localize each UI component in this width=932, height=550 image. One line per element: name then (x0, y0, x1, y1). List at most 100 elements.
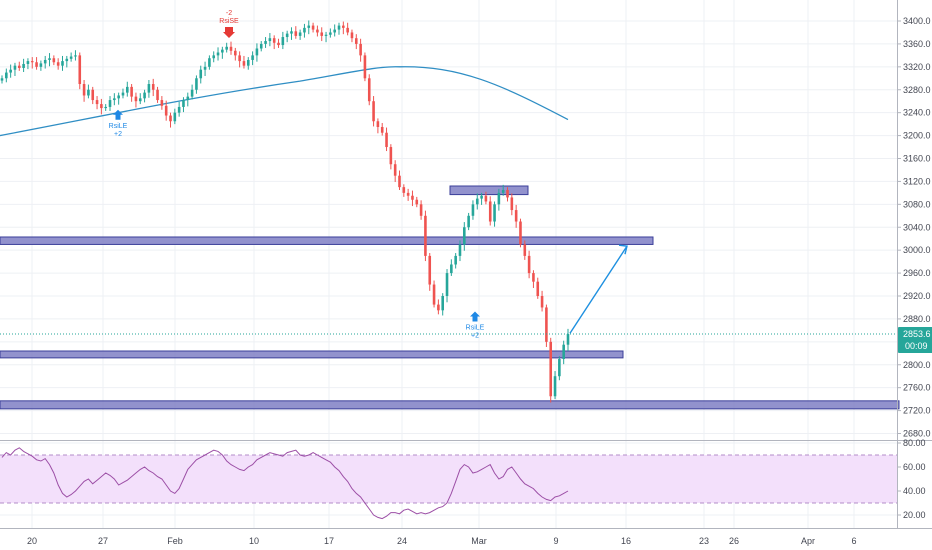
candle (566, 328, 570, 351)
candle-body (480, 195, 483, 199)
candle (117, 92, 120, 105)
price-tick-label: 2880.0 (903, 314, 931, 324)
price-axis[interactable]: 3400.0 3360.0 3320.0 3280.0 3240.0 3200.0 3160… (897, 16, 931, 439)
candle (514, 204, 518, 228)
candle (138, 93, 142, 105)
time-tick-label: Apr (801, 536, 815, 546)
candle-body (195, 78, 198, 90)
candle (229, 41, 233, 55)
candle-body (372, 101, 375, 122)
candle (121, 88, 125, 99)
price-zone[interactable] (0, 400, 900, 410)
candle-body (30, 61, 34, 63)
candle (350, 29, 354, 43)
candle (380, 122, 384, 136)
candle-body (540, 296, 544, 308)
candle-body (536, 281, 540, 296)
candle (441, 293, 444, 316)
candle-body (147, 84, 151, 93)
long-signal-marker: RsiLE+2 (109, 109, 128, 138)
candle (527, 250, 531, 279)
candle-body (437, 304, 440, 311)
candle-body (354, 38, 358, 44)
candle-body (428, 255, 432, 285)
candle-body (320, 32, 324, 36)
candle (208, 55, 211, 70)
candle-body (549, 341, 553, 397)
candle-body (458, 244, 462, 256)
candle-body (316, 29, 319, 33)
candle-body (242, 61, 246, 66)
candle-body (234, 50, 237, 56)
candle (545, 304, 548, 347)
candle (177, 101, 181, 117)
candle-body (562, 344, 565, 360)
candle (506, 187, 509, 202)
candle-body (419, 204, 423, 216)
candle-body (43, 59, 47, 64)
candle-body (65, 58, 69, 62)
candle-body (69, 56, 73, 59)
candle (39, 60, 43, 71)
candle (411, 190, 414, 207)
candle (160, 96, 164, 110)
candle (501, 184, 505, 196)
rsi-axis[interactable]: 80.00 60.00 40.00 20.00 (897, 438, 926, 520)
candle (238, 51, 241, 68)
candle (415, 196, 419, 208)
candle-body (160, 100, 164, 106)
candle-body (5, 72, 8, 79)
price-zone[interactable] (0, 350, 624, 359)
candle-body (130, 86, 133, 97)
candle (445, 269, 449, 303)
candle-body (445, 273, 449, 296)
candle (199, 65, 203, 84)
candle-body (298, 32, 302, 36)
candle (354, 34, 358, 50)
support-resistance-zones[interactable] (0, 185, 900, 410)
candle (329, 28, 332, 38)
candle-body (337, 25, 341, 30)
time-tick-label: 10 (249, 536, 259, 546)
candle-body (251, 55, 254, 60)
candle (35, 57, 38, 70)
price-zone[interactable] (0, 236, 654, 245)
signal-label: RsiLE (109, 123, 128, 130)
candle-body (35, 62, 38, 67)
candle-body (359, 43, 362, 56)
candle-body (532, 273, 535, 282)
candle (316, 25, 319, 37)
price-tick-label: 2920.0 (903, 291, 931, 301)
candle (290, 27, 293, 40)
time-tick-label: 24 (397, 536, 407, 546)
price-tick-label: 3280.0 (903, 85, 931, 95)
price-tick-label: 3360.0 (903, 39, 931, 49)
candle (463, 222, 466, 251)
candle (56, 58, 60, 70)
candle (337, 22, 341, 35)
candle (221, 46, 224, 59)
candle (467, 212, 470, 231)
candle (52, 55, 56, 66)
candle (225, 42, 228, 53)
projection-line[interactable] (569, 245, 628, 334)
candle-body (285, 33, 289, 38)
candle-body (87, 89, 90, 96)
projection-arrow[interactable] (569, 244, 628, 334)
candle (281, 31, 285, 50)
price-tick-label: 3200.0 (903, 131, 931, 141)
candle-body (432, 284, 436, 305)
candle-body (0, 78, 4, 81)
time-axis[interactable]: 20 27 Feb 10 17 24 Mar 9 16 23 26 Apr 6 (27, 536, 857, 546)
candle (398, 170, 401, 191)
rsi-band (0, 454, 897, 504)
candle-body (255, 48, 259, 56)
candle (298, 29, 302, 40)
time-tick-label: 16 (621, 536, 631, 546)
rsi-line (1, 447, 569, 520)
price-tick-label: 3160.0 (903, 154, 931, 164)
price-zone[interactable] (449, 185, 529, 196)
signal-label: RsiSE (219, 18, 239, 25)
